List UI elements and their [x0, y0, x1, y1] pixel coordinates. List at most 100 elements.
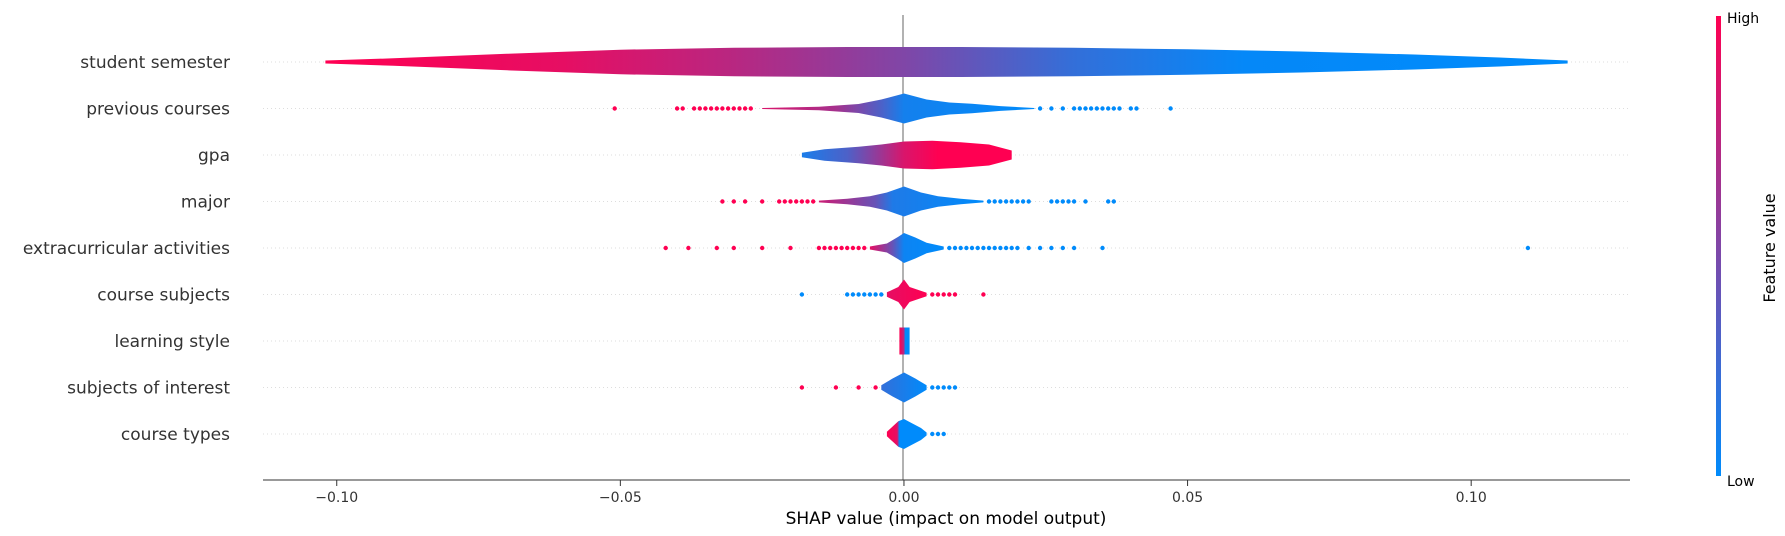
- outlier-point: [1020, 199, 1026, 204]
- x-tick-label: 0.00: [888, 490, 919, 506]
- outlier-point: [850, 245, 856, 251]
- outlier-point: [1009, 245, 1014, 251]
- outlier-point: [714, 245, 719, 251]
- outlier-point: [1117, 106, 1122, 111]
- outlier-point: [720, 199, 725, 204]
- outlier-point: [731, 106, 736, 111]
- outlier-point: [1009, 199, 1014, 204]
- outlier-point: [742, 199, 748, 204]
- outlier-point: [986, 199, 992, 204]
- outlier-point: [1100, 245, 1105, 251]
- outlier-point: [862, 292, 867, 297]
- x-tick-label: 0.05: [1172, 490, 1203, 506]
- feature-label: course subjects: [97, 286, 230, 306]
- outlier-point: [862, 245, 867, 251]
- outlier-point: [748, 106, 753, 111]
- outlier-point: [930, 292, 935, 297]
- outlier-point: [777, 199, 782, 204]
- feature-label: subjects of interest: [67, 379, 230, 399]
- outlier-point: [935, 292, 941, 297]
- outlier-point: [1060, 245, 1066, 251]
- outlier-point: [856, 385, 861, 390]
- outlier-point: [930, 385, 935, 390]
- outlier-point: [1071, 245, 1077, 251]
- violin-shape: [325, 47, 1568, 77]
- outlier-point: [958, 245, 963, 251]
- violin-shape: [801, 140, 1012, 170]
- outlier-point: [992, 245, 997, 251]
- outlier-point: [816, 245, 822, 251]
- outlier-point: [1015, 199, 1020, 204]
- outlier-point: [742, 106, 748, 111]
- outlier-point: [839, 245, 844, 251]
- violins: [325, 47, 1568, 449]
- outlier-point: [1049, 245, 1054, 251]
- outlier-point: [952, 385, 958, 390]
- violin-shape: [762, 93, 1035, 124]
- outlier-point: [725, 106, 731, 111]
- outlier-point: [941, 292, 946, 297]
- outlier-point: [975, 245, 980, 251]
- outlier-point: [1026, 199, 1031, 204]
- outlier-point: [1111, 106, 1117, 111]
- outlier-point: [1071, 199, 1077, 204]
- outlier-point: [1003, 199, 1009, 204]
- outlier-point: [873, 292, 878, 297]
- outlier-point: [788, 245, 793, 251]
- violin-shape: [899, 327, 910, 355]
- x-axis-ticks: −0.10 −0.05 0.00 0.05 0.10: [315, 480, 1487, 506]
- outlier-point: [867, 292, 873, 297]
- outlier-point: [731, 245, 736, 251]
- outlier-point: [833, 385, 839, 390]
- x-axis-label: SHAP value (impact on model output): [786, 509, 1107, 529]
- outlier-point: [1060, 199, 1066, 204]
- outlier-points: [612, 106, 1531, 437]
- outlier-point: [799, 199, 805, 204]
- outlier-point: [714, 106, 719, 111]
- feature-label: previous courses: [86, 100, 230, 120]
- outlier-point: [879, 292, 884, 297]
- feature-label: student semester: [80, 53, 230, 73]
- outlier-point: [992, 199, 997, 204]
- violin-shape: [886, 419, 927, 449]
- violin-shape: [869, 233, 944, 263]
- feature-label: extracurricular activities: [23, 239, 230, 259]
- outlier-point: [1071, 106, 1077, 111]
- outlier-point: [845, 292, 850, 297]
- colorbar-high-label: High: [1727, 11, 1759, 27]
- outlier-point: [1128, 106, 1134, 111]
- outlier-point: [850, 292, 856, 297]
- outlier-point: [674, 106, 680, 111]
- outlier-point: [952, 292, 958, 297]
- outlier-point: [708, 106, 714, 111]
- outlier-point: [1083, 199, 1088, 204]
- outlier-point: [935, 431, 941, 437]
- outlier-point: [1094, 106, 1100, 111]
- outlier-point: [947, 385, 952, 390]
- outlier-point: [686, 245, 691, 251]
- outlier-point: [1015, 245, 1020, 251]
- x-tick-label: −0.05: [599, 490, 642, 506]
- outlier-point: [1088, 106, 1094, 111]
- outlier-point: [731, 199, 736, 204]
- outlier-point: [947, 245, 952, 251]
- outlier-point: [947, 292, 952, 297]
- outlier-point: [845, 245, 850, 251]
- outlier-point: [856, 245, 861, 251]
- outlier-point: [1049, 199, 1054, 204]
- outlier-point: [1037, 106, 1043, 111]
- outlier-point: [1060, 106, 1066, 111]
- outlier-point: [691, 106, 697, 111]
- outlier-point: [612, 106, 617, 111]
- violin-shape: [886, 279, 927, 310]
- outlier-point: [794, 199, 799, 204]
- outlier-point: [737, 106, 742, 111]
- outlier-point: [941, 385, 946, 390]
- outlier-point: [788, 199, 793, 204]
- feature-label: major: [181, 193, 230, 213]
- outlier-point: [941, 431, 946, 437]
- outlier-point: [720, 106, 725, 111]
- colorbar-low-label: Low: [1727, 474, 1755, 490]
- outlier-point: [1106, 199, 1111, 204]
- outlier-point: [1106, 106, 1111, 111]
